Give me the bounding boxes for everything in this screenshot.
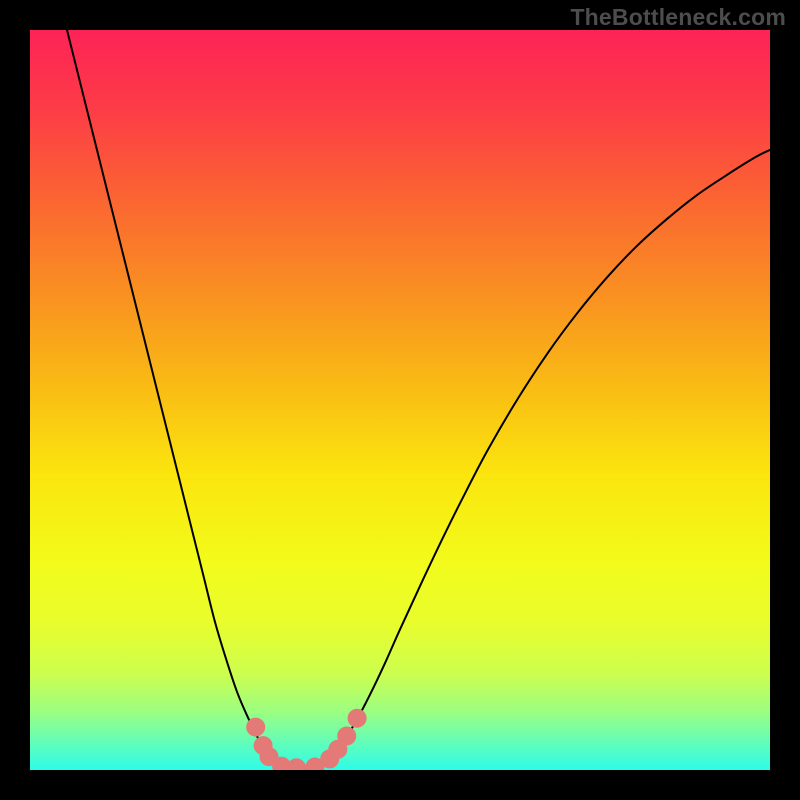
marker-point [348, 709, 366, 727]
chart-svg [0, 0, 800, 800]
plot-area [30, 30, 770, 770]
marker-point [247, 718, 265, 736]
marker-point [338, 727, 356, 745]
chart-root: TheBottleneck.com [0, 0, 800, 800]
